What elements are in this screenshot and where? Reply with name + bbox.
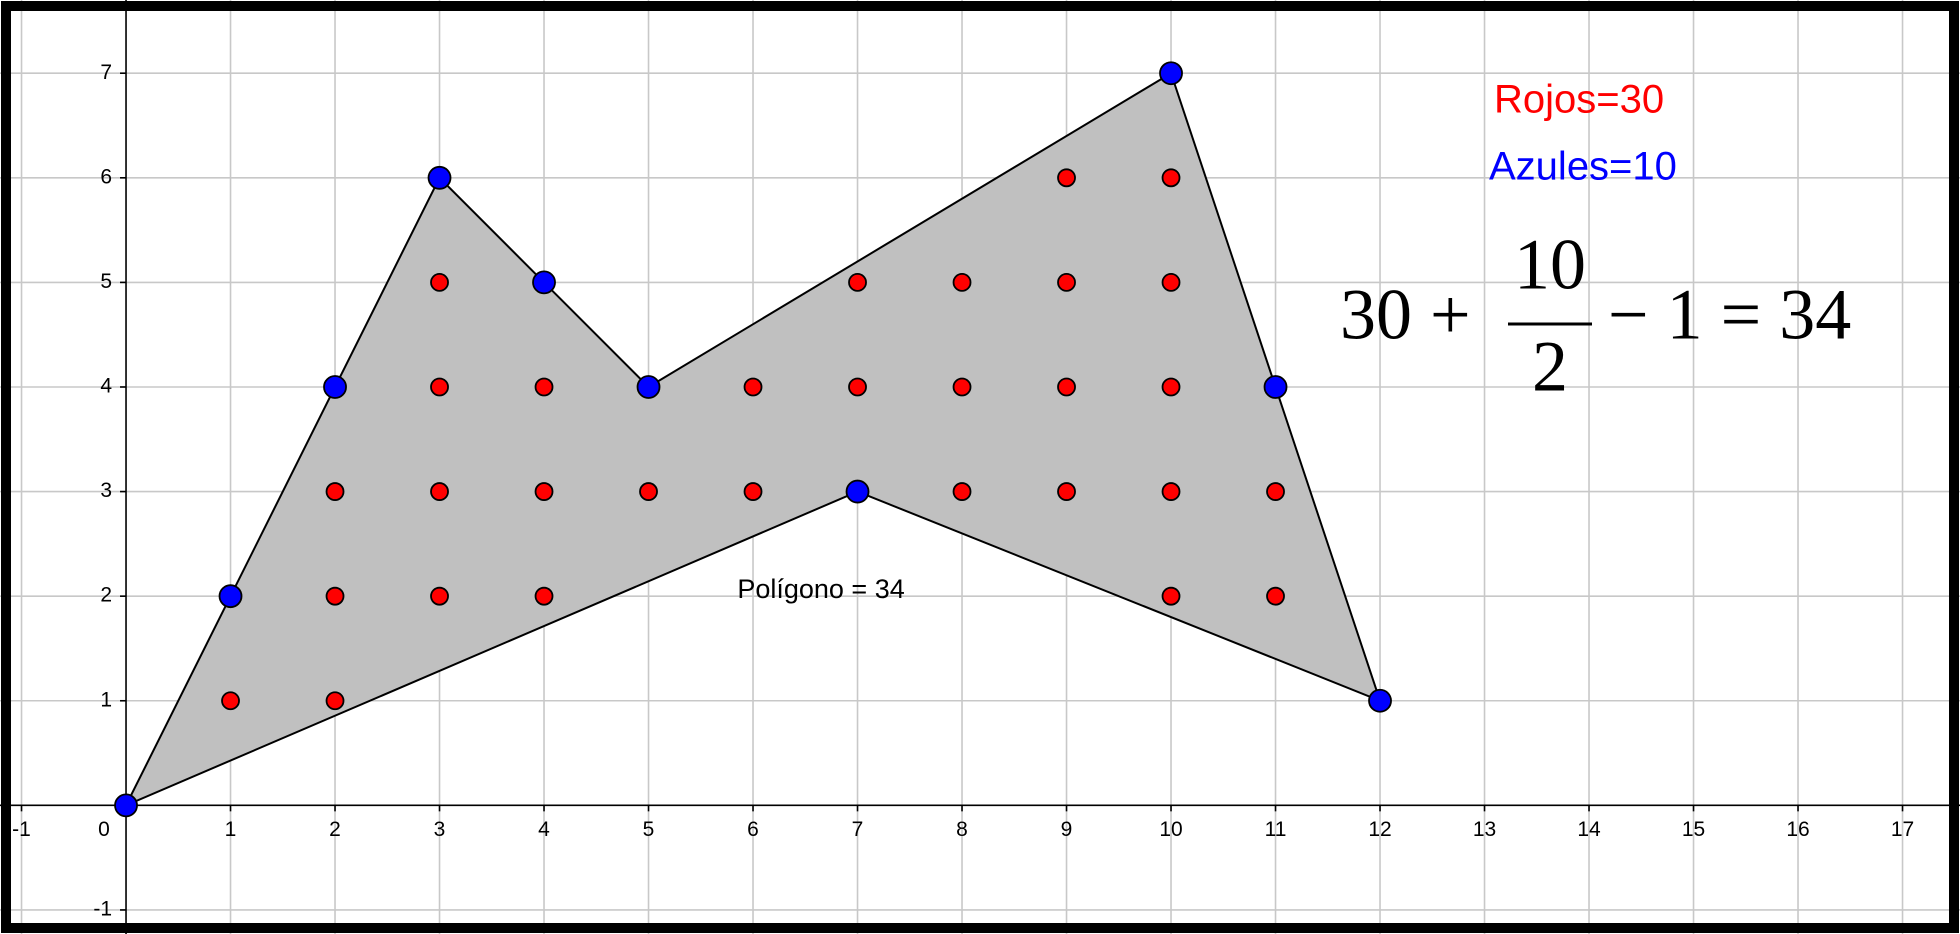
x-tick-label: 11: [1265, 818, 1287, 841]
interior-point: [325, 586, 345, 606]
interior-point: [430, 377, 449, 397]
x-tick-label: -1: [12, 818, 31, 841]
interior-point: [430, 482, 449, 501]
y-tick-label: 4: [100, 375, 112, 398]
boundary-point: [1263, 375, 1288, 399]
interior-point: [325, 482, 345, 501]
x-tick-label: 3: [434, 818, 446, 841]
y-tick-label: -1: [93, 897, 112, 920]
x-tick-label: 15: [1682, 818, 1705, 841]
interior-point: [1161, 586, 1181, 606]
x-tick-label: 13: [1473, 818, 1496, 841]
interior-point: [1161, 272, 1181, 292]
x-tick-label: 8: [956, 818, 968, 841]
x-tick-label: 16: [1786, 818, 1809, 841]
y-tick-label: 3: [100, 479, 112, 502]
interior-point: [1057, 377, 1076, 397]
boundary-point: [532, 270, 556, 295]
blue-count: Azules=10: [1489, 145, 1677, 189]
interior-point: [952, 377, 972, 397]
interior-point: [848, 272, 867, 292]
y-tick-label: 1: [100, 688, 112, 711]
texts: Rojos=30 Azules=10 30 + 10 2 − 1 = 34 Po…: [737, 78, 1851, 605]
boundary-point: [323, 375, 347, 399]
interior-point: [1057, 168, 1076, 188]
formula-left: 30 +: [1340, 275, 1471, 355]
interior-point: [221, 691, 240, 711]
interior-point: [325, 691, 345, 711]
y-tick-label: 5: [100, 270, 112, 293]
interior-point: [639, 482, 658, 501]
formula-numerator: 10: [1514, 225, 1586, 305]
interior-point: [534, 377, 554, 397]
formula-denominator: 2: [1532, 327, 1568, 407]
x-tick-label: 10: [1159, 818, 1182, 841]
interior-point: [743, 377, 763, 397]
points: [114, 61, 1392, 818]
x-tick-label: 7: [852, 818, 864, 841]
interior-point: [430, 586, 449, 606]
x-tick-label: 9: [1061, 818, 1073, 841]
interior-point: [952, 482, 972, 501]
polygon-label: Polígono = 34: [737, 574, 904, 604]
boundary-point: [1368, 688, 1392, 713]
interior-point: [1161, 482, 1181, 501]
interior-point: [534, 482, 554, 501]
interior-point: [1266, 482, 1285, 501]
x-tick-label: 1: [225, 818, 237, 841]
interior-point: [1266, 586, 1285, 606]
formula-right: − 1 = 34: [1608, 275, 1851, 355]
x-tick-label: 2: [329, 818, 341, 841]
x-tick-label: 14: [1577, 818, 1601, 841]
boundary-point: [845, 479, 870, 504]
interior-point: [1057, 482, 1076, 501]
interior-point: [1161, 377, 1181, 397]
boundary-point: [636, 375, 661, 399]
interior-point: [534, 586, 554, 606]
boundary-point: [114, 793, 138, 818]
x-tick-label: 4: [538, 818, 550, 841]
boundary-point: [427, 165, 452, 190]
interior-point: [430, 272, 449, 292]
x-tick-label: 0: [98, 818, 110, 841]
interior-point: [743, 482, 763, 501]
interior-point: [952, 272, 972, 292]
x-tick-label: 17: [1891, 818, 1914, 841]
x-tick-label: 5: [643, 818, 655, 841]
boundary-point: [218, 584, 243, 609]
boundary-point: [1159, 61, 1183, 86]
red-count: Rojos=30: [1494, 78, 1664, 122]
x-tick-label: 12: [1368, 818, 1391, 841]
interior-point: [848, 377, 867, 397]
interior-point: [1057, 272, 1076, 292]
x-tick-label: 6: [747, 818, 759, 841]
interior-point: [1161, 168, 1181, 188]
y-tick-label: 2: [100, 584, 112, 607]
y-tick-label: 7: [100, 61, 112, 84]
y-tick-label: 6: [100, 165, 112, 188]
